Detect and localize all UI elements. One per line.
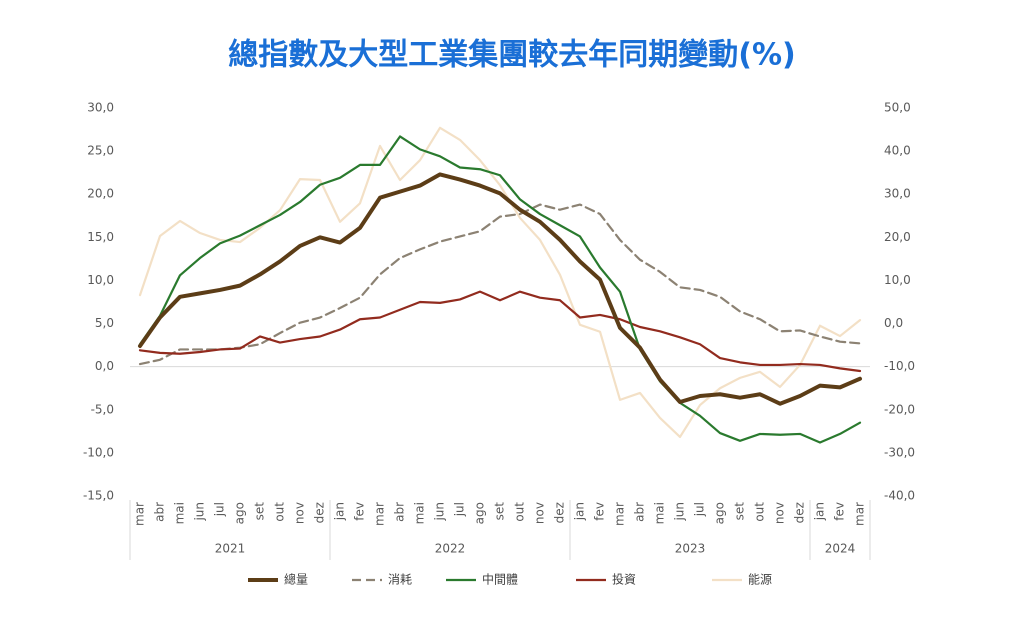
- x-tick-label: mar: [133, 502, 147, 526]
- x-tick-label: mai: [173, 502, 187, 524]
- x-tick-label: out: [753, 502, 767, 522]
- x-tick-label: jan: [573, 502, 587, 521]
- y2-tick-label: 30,0: [884, 187, 911, 201]
- x-tick-label: jul: [213, 502, 227, 517]
- year-label: 2021: [215, 542, 246, 556]
- series-line: [138, 172, 862, 406]
- x-tick-label: fev: [593, 502, 607, 521]
- y-tick-label: -10,0: [83, 445, 114, 459]
- x-tick-label: ago: [233, 502, 247, 524]
- year-label: 2022: [435, 542, 466, 556]
- legend-label: 中間體: [482, 572, 518, 587]
- y-tick-label: 5,0: [95, 316, 114, 330]
- x-tick-label: jan: [813, 502, 827, 521]
- x-tick-label: jun: [433, 502, 447, 522]
- legend-label: 總量: [284, 572, 308, 587]
- y2-tick-label: 10,0: [884, 273, 911, 287]
- y-tick-label: -15,0: [83, 489, 114, 503]
- x-tick-label: abr: [153, 502, 167, 522]
- x-tick-label: mai: [653, 502, 667, 524]
- x-tick-label: ago: [713, 502, 727, 524]
- x-tick-label: nov: [293, 502, 307, 524]
- x-tick-label: jun: [673, 502, 687, 522]
- legend-label: 投資: [612, 572, 636, 587]
- x-tick-label: abr: [393, 502, 407, 522]
- x-tick-label: out: [273, 502, 287, 522]
- y2-tick-label: 50,0: [884, 101, 911, 115]
- x-tick-label: dez: [553, 502, 567, 523]
- y2-tick-label: -30,0: [884, 445, 915, 459]
- x-tick-label: fev: [833, 502, 847, 521]
- series-line: [138, 290, 862, 373]
- y-tick-label: 15,0: [87, 230, 114, 244]
- x-tick-label: nov: [533, 502, 547, 524]
- x-tick-label: jan: [333, 502, 347, 521]
- y-tick-label: 25,0: [87, 144, 114, 158]
- year-label: 2024: [825, 542, 856, 556]
- x-tick-label: set: [733, 502, 747, 521]
- chart-title: 總指數及大型工業集團較去年同期變動(%): [228, 38, 795, 73]
- year-label: 2023: [675, 542, 706, 556]
- series-line: [138, 203, 862, 366]
- y-tick-label: 20,0: [87, 187, 114, 201]
- x-tick-label: set: [253, 502, 267, 521]
- y2-tick-label: 20,0: [884, 230, 911, 244]
- legend-label: 能源: [748, 573, 772, 587]
- x-tick-label: abr: [633, 502, 647, 522]
- x-tick-label: nov: [773, 502, 787, 524]
- x-tick-label: jun: [193, 502, 207, 522]
- y2-tick-label: -10,0: [884, 359, 915, 373]
- y-tick-label: 30,0: [87, 101, 114, 115]
- x-tick-label: ago: [473, 502, 487, 524]
- x-tick-label: fev: [353, 502, 367, 521]
- x-tick-label: out: [513, 502, 527, 522]
- x-tick-label: mar: [373, 502, 387, 526]
- y2-tick-label: -20,0: [884, 402, 915, 416]
- legend-label: 消耗: [388, 573, 412, 587]
- x-tick-label: set: [493, 502, 507, 521]
- y-tick-label: 0,0: [95, 359, 114, 373]
- y2-tick-label: 0,0: [884, 316, 903, 330]
- y2-tick-label: 40,0: [884, 144, 911, 158]
- y2-tick-label: -40,0: [884, 489, 915, 503]
- x-tick-label: jul: [693, 502, 707, 517]
- y-tick-label: 10,0: [87, 273, 114, 287]
- x-tick-label: mai: [413, 502, 427, 524]
- x-tick-label: mar: [613, 502, 627, 526]
- x-tick-label: dez: [313, 502, 327, 523]
- y-tick-label: -5,0: [91, 402, 114, 416]
- x-tick-label: mar: [853, 502, 867, 526]
- x-tick-label: jul: [453, 502, 467, 517]
- series-line: [138, 135, 862, 444]
- x-tick-label: dez: [793, 502, 807, 523]
- series-line: [138, 126, 862, 439]
